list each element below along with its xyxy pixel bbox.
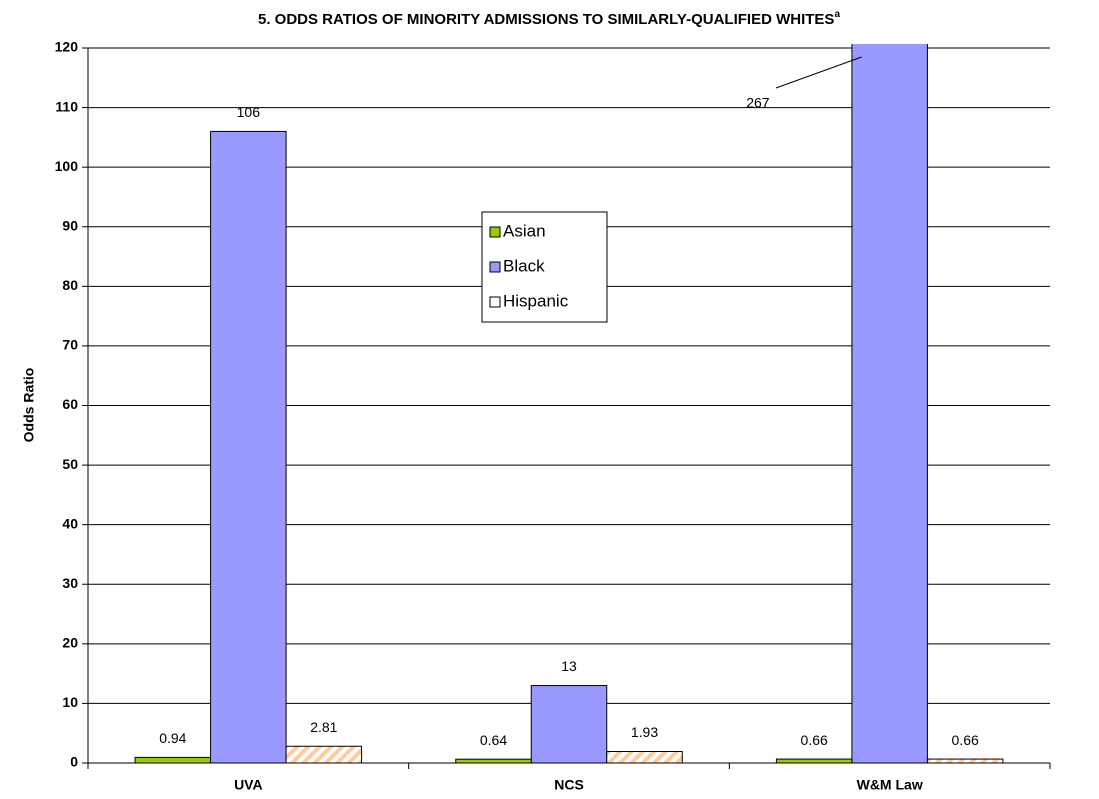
y-tick-label: 0: [70, 754, 78, 770]
data-label: 0.66: [952, 732, 979, 748]
bar: [210, 130, 287, 764]
legend-label: Asian: [503, 221, 546, 240]
y-tick-label: 30: [62, 575, 78, 591]
y-axis-label: Odds Ratio: [21, 368, 37, 443]
y-tick-label: 10: [62, 694, 78, 710]
bar: [851, 44, 928, 764]
data-label: 0.64: [480, 732, 507, 748]
x-tick-label: W&M Law: [857, 777, 923, 793]
leader-line: [775, 56, 862, 89]
bar: [455, 758, 532, 764]
y-tick-label: 110: [55, 98, 78, 114]
y-tick-label: 60: [62, 396, 78, 412]
legend-label: Black: [503, 256, 545, 275]
data-label: 267: [746, 95, 770, 111]
data-label: 106: [237, 104, 261, 120]
x-tick-label: NCS: [554, 777, 584, 793]
y-tick-label: 40: [62, 515, 78, 531]
data-label: 2.81: [310, 719, 337, 735]
y-tick-label: 90: [62, 217, 78, 233]
chart-title: 5. ODDS RATIOS OF MINORITY ADMISSIONS TO…: [258, 9, 840, 28]
data-label: 0.94: [159, 730, 186, 746]
bar: [530, 685, 608, 764]
plot-area: [134, 44, 1004, 764]
y-tick-label: 80: [62, 277, 78, 293]
bar: [775, 758, 853, 764]
y-tick-label: 50: [62, 456, 78, 472]
legend-box: [481, 211, 608, 323]
data-label: 0.66: [801, 732, 828, 748]
data-label: 1.93: [631, 724, 658, 740]
bar: [134, 756, 212, 764]
data-label: 13: [561, 658, 577, 674]
x-tick-label: UVA: [234, 777, 263, 793]
bar: [606, 751, 683, 764]
y-tick-label: 100: [55, 158, 79, 174]
legend-swatch: [489, 226, 501, 238]
y-tick-label: 20: [62, 635, 78, 651]
legend-swatch: [489, 261, 501, 273]
y-tick-label: 70: [62, 337, 78, 353]
legend-label: Hispanic: [503, 291, 569, 310]
y-tick-label: 120: [55, 39, 79, 55]
legend-swatch: [489, 296, 501, 308]
title-text: 5. ODDS RATIOS OF MINORITY ADMISSIONS TO…: [258, 11, 834, 28]
bar: [285, 745, 363, 764]
title-superscript: a: [834, 9, 840, 20]
bar: [926, 758, 1004, 764]
